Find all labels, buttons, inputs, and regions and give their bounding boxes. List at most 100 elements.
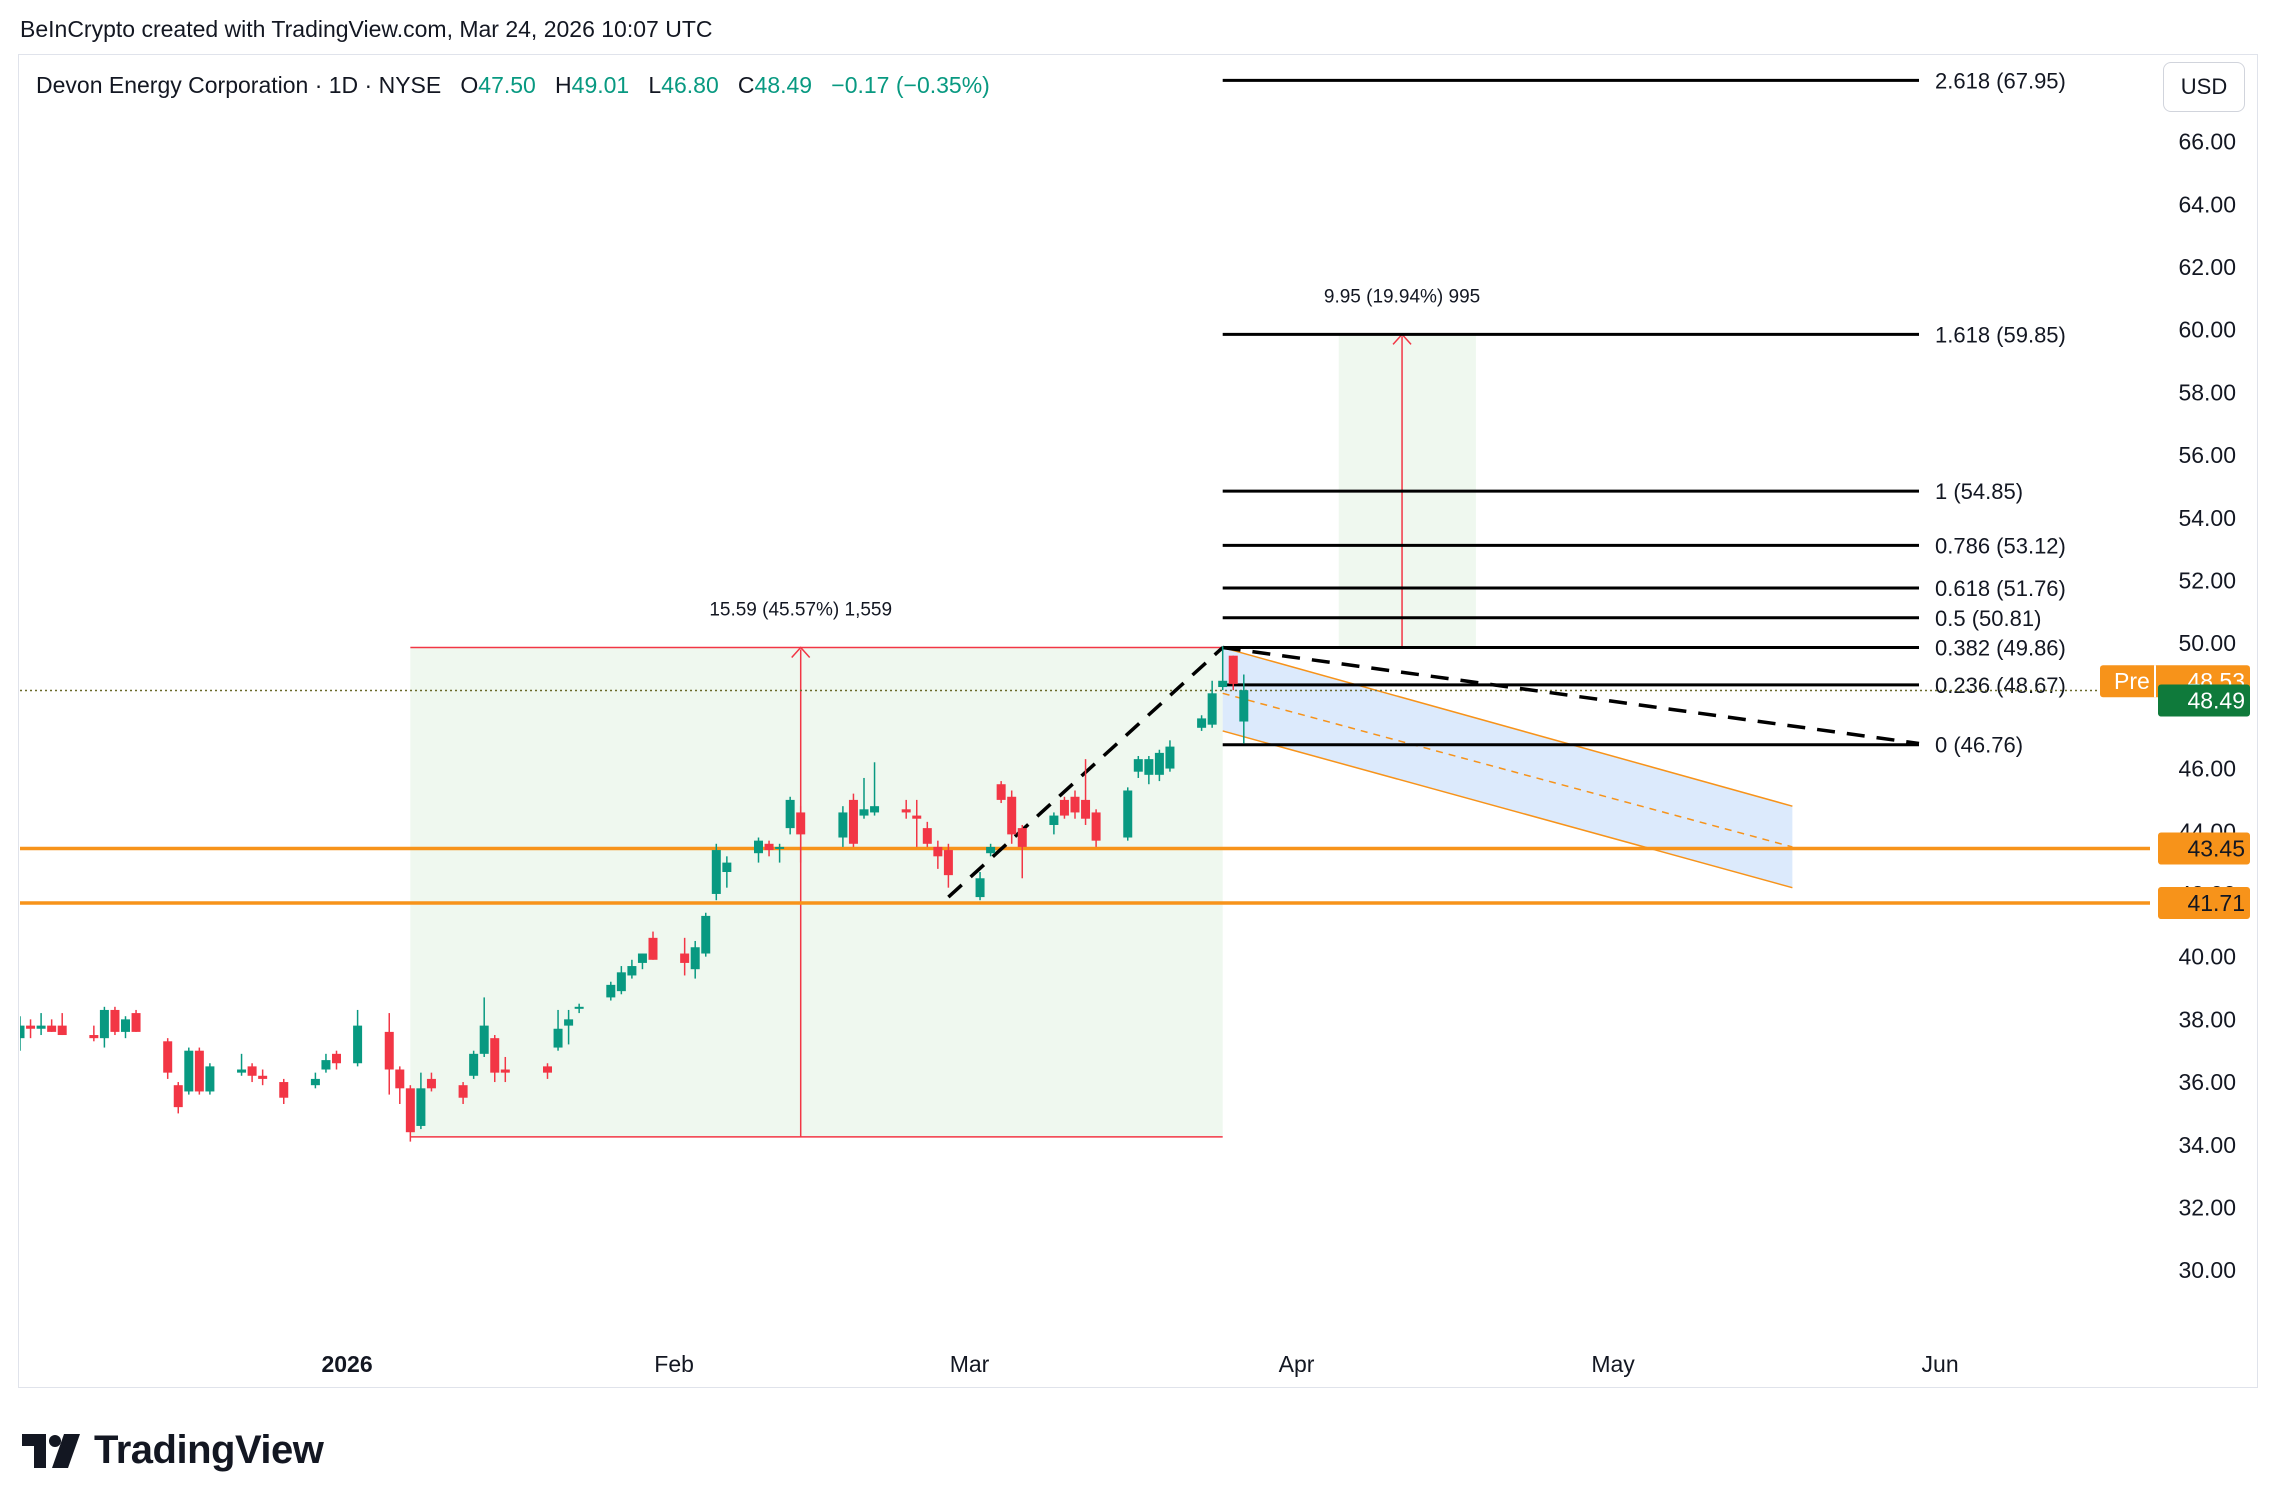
candle-down (500, 1069, 510, 1073)
fib-level-label: 0.382 (49.86) (1935, 636, 2066, 661)
candle-up (574, 1006, 584, 1009)
measure-range-label: 9.95 (19.94%) 995 (1324, 286, 1480, 307)
x-axis-tick: Feb (654, 1351, 694, 1377)
y-axis-tick: 54.00 (2178, 505, 2236, 531)
close-label: C (737, 72, 755, 98)
candle-up (564, 1019, 574, 1026)
candle-down (764, 843, 774, 851)
candle-down (648, 937, 658, 960)
y-axis-tick: 64.00 (2178, 191, 2236, 217)
current-price-tag-bg (2158, 684, 2250, 717)
descending-channel-fill (1222, 647, 1793, 888)
candle-down (1228, 655, 1238, 684)
candle-up (1049, 815, 1059, 825)
candle-down (543, 1066, 552, 1073)
candle-down (247, 1066, 257, 1076)
candle-down (922, 828, 932, 844)
candle-down (26, 1025, 36, 1029)
currency-button[interactable]: USD (2163, 62, 2245, 112)
y-axis-tick: 40.00 (2178, 944, 2236, 970)
channel-lower-line (1222, 730, 1793, 889)
candle-up (785, 799, 795, 829)
fib-level-label: 0.5 (50.81) (1935, 606, 2041, 631)
candle-up (690, 947, 700, 970)
high-value: 49.01 (571, 72, 630, 98)
candle-up (606, 984, 616, 998)
candle-down (943, 850, 953, 876)
candle-down (131, 1013, 141, 1032)
y-axis-tick: 66.00 (2178, 129, 2236, 155)
y-axis-tick: 34.00 (2178, 1132, 2236, 1158)
fib-level-label: 0.618 (51.76) (1935, 576, 2066, 601)
y-axis-tick: 32.00 (2178, 1194, 2236, 1220)
open-value: 47.50 (478, 72, 536, 98)
fib-level-label: 0 (46.76) (1935, 733, 2023, 758)
candle-up (20, 1025, 25, 1039)
candle-up (701, 915, 711, 954)
support-price-tag: 43.45 (2187, 835, 2245, 861)
candle-up (838, 812, 848, 838)
candle-down (47, 1025, 57, 1032)
channel-upper-line (1222, 646, 1793, 807)
change-value: −0.17 (−0.35%) (831, 72, 990, 98)
fib-level-label: 1.618 (59.85) (1935, 322, 2066, 347)
y-axis-tick: 30.00 (2178, 1257, 2236, 1283)
candle-down (458, 1085, 468, 1098)
candle-down (395, 1069, 405, 1089)
fib-level-label: 0.236 (48.67) (1935, 673, 2066, 698)
x-axis-tick: May (1591, 1351, 1635, 1377)
candle-up (775, 846, 785, 849)
fib-level-label: 2.618 (67.95) (1935, 68, 2066, 93)
candle-down (405, 1088, 415, 1133)
candle-up (1133, 759, 1143, 772)
y-axis-tick: 36.00 (2178, 1069, 2236, 1095)
support-price-tag-bg (2158, 887, 2250, 920)
candle-down (680, 953, 690, 963)
candle-up (1239, 690, 1249, 722)
fib-level-label: 1 (54.85) (1935, 479, 2023, 504)
tradingview-logo[interactable]: TradingView (22, 1428, 324, 1473)
chart-frame (18, 54, 2258, 1388)
candle-up (627, 966, 637, 976)
candle-down (996, 784, 1006, 800)
candle-up (553, 1028, 563, 1048)
candle-down (163, 1041, 173, 1073)
symbol-legend: Devon Energy Corporation · 1D · NYSE O47… (36, 72, 990, 99)
candle-down (332, 1053, 341, 1064)
candle-up (711, 850, 721, 894)
y-axis-tick: 62.00 (2178, 254, 2236, 280)
candle-up (870, 806, 880, 813)
high-label: H (555, 72, 572, 98)
candle-up (416, 1088, 426, 1126)
candle-up (310, 1078, 320, 1086)
candle-down (194, 1050, 204, 1092)
chart-credit: BeInCrypto created with TradingView.com,… (20, 16, 713, 42)
y-axis-tick: 46.00 (2178, 756, 2236, 782)
current-price-tag: 48.49 (2187, 687, 2245, 713)
candle-up (859, 809, 869, 816)
candle-up (205, 1066, 215, 1092)
candle-down (1007, 796, 1017, 835)
candle-down (426, 1078, 436, 1089)
candle-up (121, 1019, 130, 1032)
candle-up (1197, 718, 1207, 728)
candle-up (469, 1053, 479, 1076)
candle-down (384, 1031, 394, 1070)
candle-down (110, 1009, 120, 1032)
candle-up (722, 862, 732, 873)
candle-down (912, 815, 922, 819)
low-value: 46.80 (661, 72, 719, 98)
candle-up (1165, 746, 1175, 769)
y-axis-tick: 52.00 (2178, 567, 2236, 593)
candle-up (616, 972, 626, 992)
candle-down (796, 812, 806, 835)
y-axis-tick: 60.00 (2178, 317, 2236, 343)
candle-up (479, 1025, 489, 1054)
low-label: L (648, 72, 662, 98)
candle-down (1017, 828, 1027, 847)
candles-group (20, 646, 1249, 1142)
close-value: 48.49 (754, 72, 813, 98)
candle-down (901, 809, 911, 813)
candle-down (89, 1035, 99, 1039)
